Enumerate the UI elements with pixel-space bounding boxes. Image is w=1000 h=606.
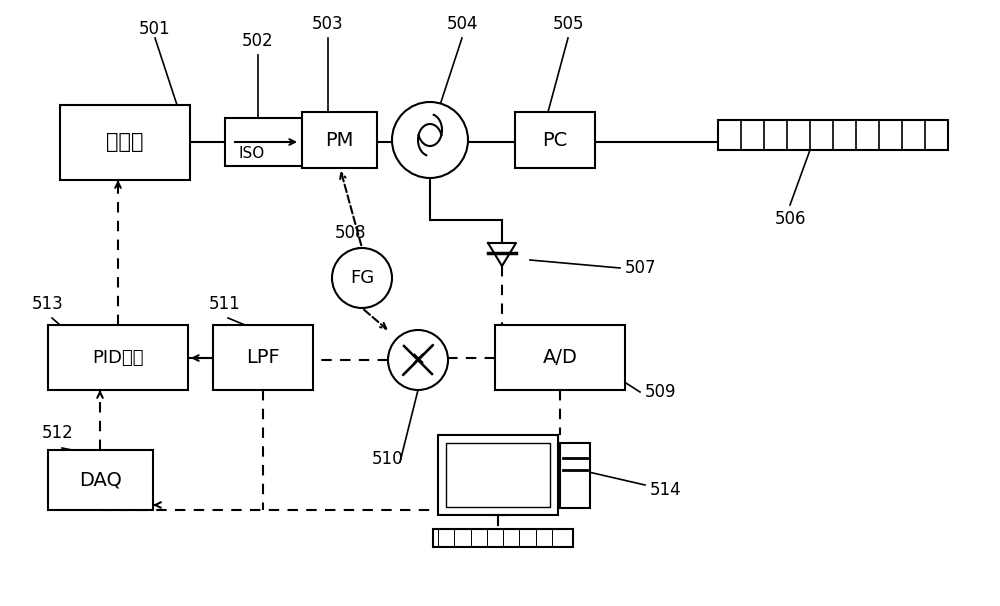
Bar xyxy=(560,443,590,508)
Text: 507: 507 xyxy=(625,259,656,277)
Bar xyxy=(60,105,190,180)
Bar xyxy=(446,443,550,507)
Text: 506: 506 xyxy=(774,210,806,228)
Text: 514: 514 xyxy=(650,481,682,499)
Circle shape xyxy=(388,330,448,390)
Text: ISO: ISO xyxy=(239,147,265,162)
Bar xyxy=(225,118,305,166)
Text: DAQ: DAQ xyxy=(79,470,122,490)
Circle shape xyxy=(332,248,392,308)
Circle shape xyxy=(392,102,468,178)
Text: PC: PC xyxy=(542,130,568,150)
Bar xyxy=(213,325,313,390)
Text: 509: 509 xyxy=(645,383,676,401)
Text: A/D: A/D xyxy=(543,348,577,367)
Bar xyxy=(302,112,377,168)
Text: 502: 502 xyxy=(242,32,274,50)
Text: FG: FG xyxy=(350,269,374,287)
Text: 512: 512 xyxy=(42,424,74,442)
Bar xyxy=(515,112,595,168)
Bar xyxy=(433,529,573,547)
Text: ✕: ✕ xyxy=(410,351,426,369)
Bar xyxy=(495,325,625,390)
Text: 513: 513 xyxy=(32,295,64,313)
Text: 511: 511 xyxy=(209,295,241,313)
Text: PID控制: PID控制 xyxy=(92,348,144,367)
Text: 503: 503 xyxy=(312,15,344,33)
Bar xyxy=(438,435,558,515)
Text: LPF: LPF xyxy=(246,348,280,367)
Bar xyxy=(718,120,948,150)
Text: 504: 504 xyxy=(446,15,478,33)
Bar xyxy=(48,450,153,510)
Text: 激光器: 激光器 xyxy=(106,133,144,153)
Text: 501: 501 xyxy=(139,20,171,38)
Text: PM: PM xyxy=(325,130,354,150)
Bar xyxy=(48,325,188,390)
Text: 505: 505 xyxy=(552,15,584,33)
Text: 510: 510 xyxy=(372,450,404,468)
Text: 508: 508 xyxy=(334,224,366,242)
